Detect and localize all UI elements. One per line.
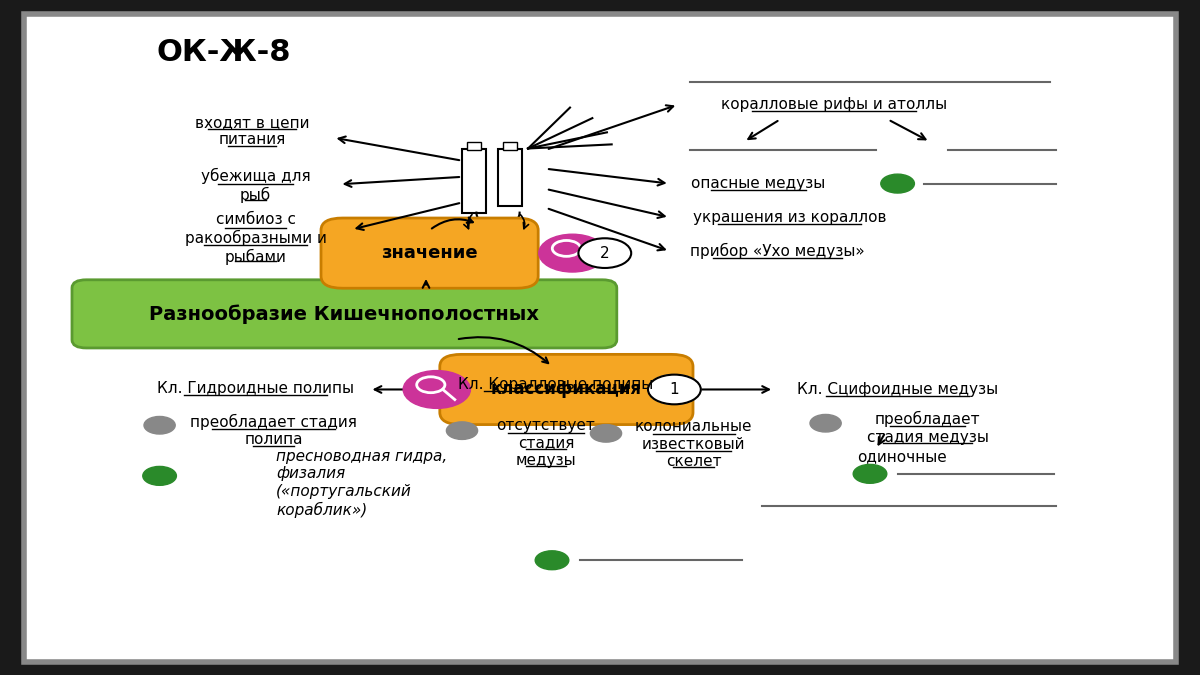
Text: преобладает стадия
полипа: преобладает стадия полипа xyxy=(190,414,358,448)
Text: пресноводная гидра,
физалия
(«португальский
кораблик»): пресноводная гидра, физалия («португальс… xyxy=(276,449,448,518)
Text: Кл. Коралловые полипы: Кл. Коралловые полипы xyxy=(458,377,653,392)
Circle shape xyxy=(403,371,470,408)
Text: Кл. Гидроидные полипы: Кл. Гидроидные полипы xyxy=(157,381,354,396)
Text: преобладает
стадия медузы: преобладает стадия медузы xyxy=(866,411,989,445)
Text: ОК-Ж-8: ОК-Ж-8 xyxy=(156,38,290,67)
Text: прибор «Ухо медузы»: прибор «Ухо медузы» xyxy=(690,243,865,259)
Circle shape xyxy=(853,464,887,483)
FancyBboxPatch shape xyxy=(467,142,481,150)
Text: украшения из кораллов: украшения из кораллов xyxy=(692,210,887,225)
Text: 1: 1 xyxy=(670,382,679,397)
Text: коралловые рифы и атоллы: коралловые рифы и атоллы xyxy=(721,97,947,112)
Text: значение: значение xyxy=(382,244,478,262)
Circle shape xyxy=(446,422,478,439)
FancyBboxPatch shape xyxy=(503,142,517,150)
FancyBboxPatch shape xyxy=(439,354,692,425)
Text: симбиоз с
ракообразными и
рыбами: симбиоз с ракообразными и рыбами xyxy=(185,212,326,265)
Circle shape xyxy=(144,416,175,434)
Text: опасные медузы: опасные медузы xyxy=(691,176,826,191)
Text: 2: 2 xyxy=(600,246,610,261)
Circle shape xyxy=(539,234,606,272)
Text: убежища для
рыб: убежища для рыб xyxy=(200,168,311,203)
Circle shape xyxy=(535,551,569,570)
Text: одиночные: одиночные xyxy=(858,450,947,464)
Circle shape xyxy=(648,375,701,404)
Text: колониальные
известковый
скелет: колониальные известковый скелет xyxy=(635,419,752,469)
FancyBboxPatch shape xyxy=(320,218,538,288)
Circle shape xyxy=(590,425,622,442)
Text: классификация: классификация xyxy=(491,381,642,398)
FancyBboxPatch shape xyxy=(24,14,1176,662)
Circle shape xyxy=(810,414,841,432)
Text: Разнообразие Кишечнополостных: Разнообразие Кишечнополостных xyxy=(149,304,540,323)
Circle shape xyxy=(881,174,914,193)
Text: Кл. Сцифоидные медузы: Кл. Сцифоидные медузы xyxy=(797,382,998,397)
Circle shape xyxy=(578,238,631,268)
Text: отсутствует
стадия
медузы: отсутствует стадия медузы xyxy=(497,418,595,468)
Circle shape xyxy=(143,466,176,485)
Text: входят в цепи
питания: входят в цепи питания xyxy=(194,115,310,147)
FancyBboxPatch shape xyxy=(462,148,486,213)
FancyBboxPatch shape xyxy=(72,279,617,348)
FancyBboxPatch shape xyxy=(498,148,522,206)
